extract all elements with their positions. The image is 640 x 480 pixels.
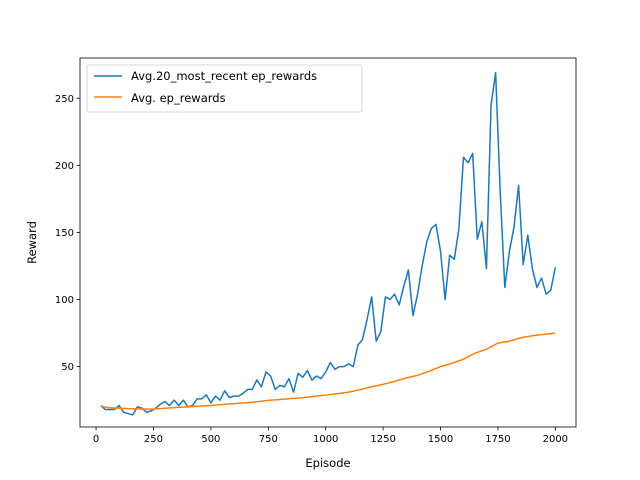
x-tick-label: 750 bbox=[259, 434, 278, 445]
x-tick-label: 0 bbox=[93, 434, 99, 445]
series-layer bbox=[100, 72, 557, 416]
legend: Avg.20_most_recent ep_rewards Avg. ep_re… bbox=[86, 64, 363, 113]
x-tick-label: 1250 bbox=[370, 434, 395, 445]
y-tick-label: 250 bbox=[55, 94, 74, 105]
legend-box bbox=[86, 64, 363, 113]
x-tick-label: 250 bbox=[144, 434, 163, 445]
x-tick-label: 1500 bbox=[428, 434, 453, 445]
legend-label-avg: Avg. ep_rewards bbox=[131, 91, 226, 105]
x-tick-label: 500 bbox=[201, 434, 220, 445]
y-tick-label: 50 bbox=[61, 362, 74, 373]
y-axis: 50 100 150 200 250 bbox=[55, 94, 80, 373]
x-tick-label: 1750 bbox=[485, 434, 510, 445]
y-tick-label: 150 bbox=[55, 228, 74, 239]
x-axis: 0 250 500 750 1000 1250 1500 1750 2000 bbox=[93, 427, 568, 445]
series-line-0 bbox=[100, 72, 557, 416]
y-axis-label: Reward bbox=[25, 221, 39, 264]
x-tick-label: 2000 bbox=[543, 434, 568, 445]
plot-background bbox=[80, 58, 576, 427]
plot-frame bbox=[79, 57, 577, 428]
legend-label-avg20: Avg.20_most_recent ep_rewards bbox=[131, 69, 317, 83]
x-axis-label: Episode bbox=[305, 456, 350, 470]
y-tick-label: 100 bbox=[55, 295, 74, 306]
y-tick-label: 200 bbox=[55, 161, 74, 172]
x-tick-label: 1000 bbox=[313, 434, 338, 445]
series-line-1 bbox=[100, 332, 556, 410]
